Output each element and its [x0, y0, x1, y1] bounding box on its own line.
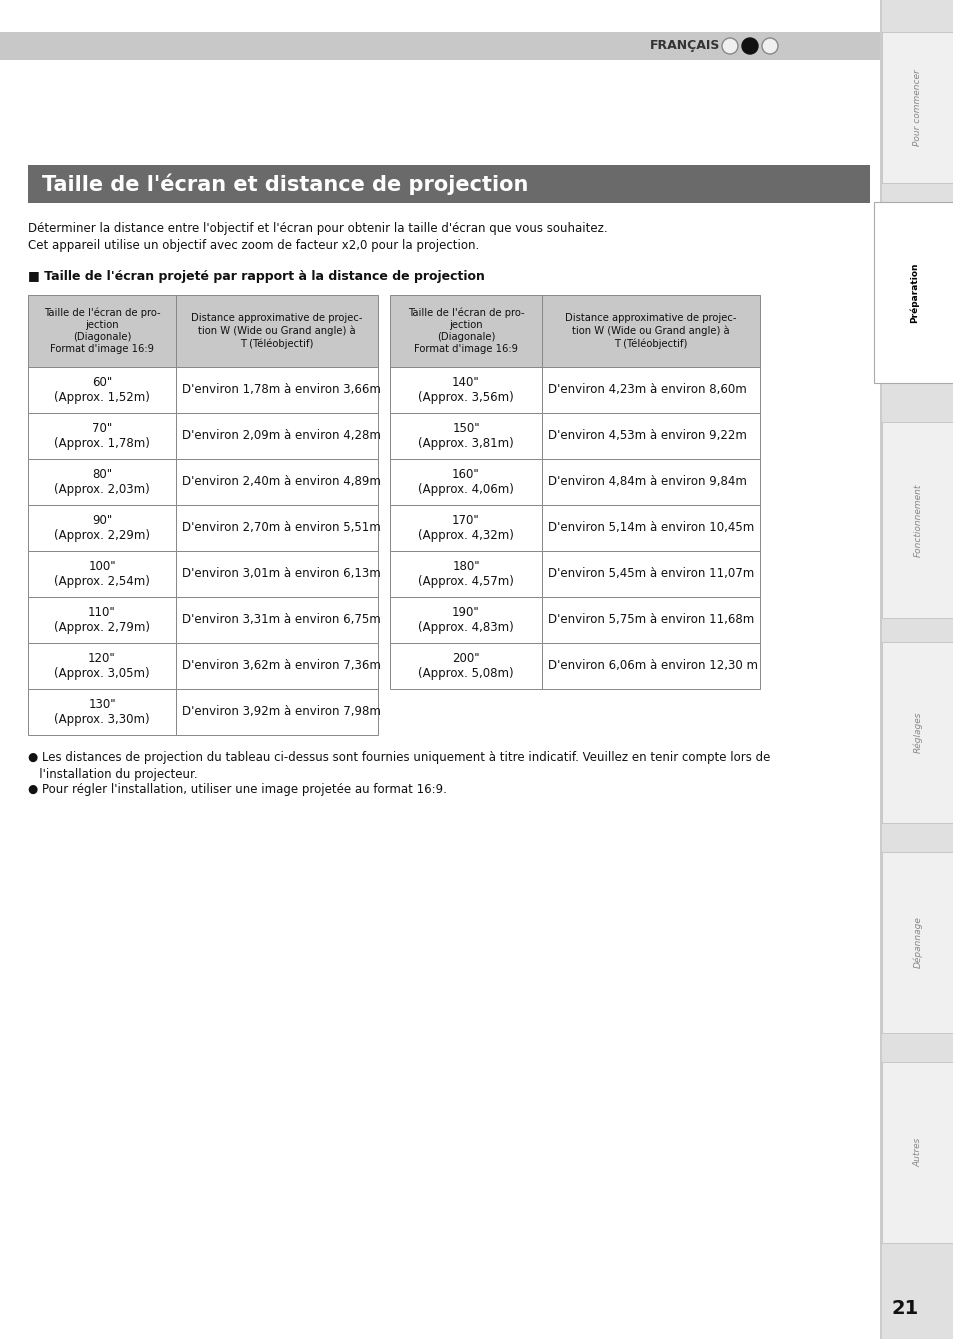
Bar	[879, 0, 882, 1339]
Text: Taille de l'écran de pro-
jection
(Diagonale)
Format d'image 16:9: Taille de l'écran de pro- jection (Diago…	[407, 308, 524, 355]
Bar	[28, 295, 175, 367]
Bar	[541, 505, 760, 552]
Bar	[28, 552, 175, 597]
Bar	[28, 597, 175, 643]
Text: D'environ 2,40m à environ 4,89m: D'environ 2,40m à environ 4,89m	[182, 475, 380, 489]
Bar	[175, 552, 377, 597]
Text: D'environ 2,09m à environ 4,28m: D'environ 2,09m à environ 4,28m	[182, 430, 380, 442]
Bar	[175, 505, 377, 552]
Text: D'environ 5,45m à environ 11,07m: D'environ 5,45m à environ 11,07m	[547, 568, 754, 581]
Bar	[28, 165, 869, 204]
Text: 170"
(Approx. 4,32m): 170" (Approx. 4,32m)	[417, 514, 514, 542]
Text: ■ Taille de l'écran projeté par rapport à la distance de projection: ■ Taille de l'écran projeté par rapport …	[28, 270, 484, 283]
Text: D'environ 2,70m à environ 5,51m: D'environ 2,70m à environ 5,51m	[182, 521, 380, 534]
Text: 160"
(Approx. 4,06m): 160" (Approx. 4,06m)	[417, 467, 514, 497]
Text: FRANÇAIS: FRANÇAIS	[649, 39, 720, 52]
Bar	[873, 202, 953, 383]
Bar	[541, 643, 760, 690]
Text: Distance approximative de projec-
tion W (Wide ou Grand angle) à
T (Téléobjectif: Distance approximative de projec- tion W…	[565, 313, 736, 348]
Text: D'environ 3,01m à environ 6,13m: D'environ 3,01m à environ 6,13m	[182, 568, 380, 581]
Text: 100"
(Approx. 2,54m): 100" (Approx. 2,54m)	[54, 560, 150, 588]
Text: Déterminer la distance entre l'objectif et l'écran pour obtenir la taille d'écra: Déterminer la distance entre l'objectif …	[28, 222, 607, 236]
Text: D'environ 4,84m à environ 9,84m: D'environ 4,84m à environ 9,84m	[547, 475, 746, 489]
Text: 90"
(Approx. 2,29m): 90" (Approx. 2,29m)	[54, 514, 150, 542]
Bar	[0, 32, 879, 60]
Bar	[28, 643, 175, 690]
Text: Distance approximative de projec-
tion W (Wide ou Grand angle) à
T (Téléobjectif: Distance approximative de projec- tion W…	[191, 313, 362, 348]
Bar	[175, 643, 377, 690]
Bar	[175, 412, 377, 459]
Bar	[879, 0, 953, 1339]
Circle shape	[761, 37, 778, 54]
Bar	[175, 295, 377, 367]
Text: Pour commencer: Pour commencer	[913, 70, 922, 146]
Text: D'environ 3,62m à environ 7,36m: D'environ 3,62m à environ 7,36m	[182, 660, 380, 672]
Bar	[28, 690, 175, 735]
Text: Taille de l'écran de pro-
jection
(Diagonale)
Format d'image 16:9: Taille de l'écran de pro- jection (Diago…	[44, 308, 160, 355]
Bar	[882, 422, 953, 619]
Text: 80"
(Approx. 2,03m): 80" (Approx. 2,03m)	[54, 467, 150, 497]
Text: ● Pour régler l'installation, utiliser une image projetée au format 16:9.: ● Pour régler l'installation, utiliser u…	[28, 783, 446, 795]
Bar	[882, 852, 953, 1032]
Bar	[28, 367, 175, 412]
Bar	[28, 412, 175, 459]
Text: 130"
(Approx. 3,30m): 130" (Approx. 3,30m)	[54, 698, 150, 726]
Text: D'environ 3,31m à environ 6,75m: D'environ 3,31m à environ 6,75m	[182, 613, 380, 627]
Bar	[541, 295, 760, 367]
Bar	[390, 552, 541, 597]
Bar	[390, 643, 541, 690]
Text: D'environ 6,06m à environ 12,30 m: D'environ 6,06m à environ 12,30 m	[547, 660, 758, 672]
Bar	[882, 32, 953, 183]
Text: 140"
(Approx. 3,56m): 140" (Approx. 3,56m)	[417, 376, 514, 404]
Text: 70"
(Approx. 1,78m): 70" (Approx. 1,78m)	[54, 422, 150, 450]
Text: Fonctionnement: Fonctionnement	[913, 483, 922, 557]
Text: D'environ 3,92m à environ 7,98m: D'environ 3,92m à environ 7,98m	[182, 706, 380, 719]
Bar	[175, 690, 377, 735]
Bar	[390, 597, 541, 643]
Text: 21: 21	[890, 1299, 918, 1318]
Bar	[882, 1062, 953, 1243]
Text: 180"
(Approx. 4,57m): 180" (Approx. 4,57m)	[417, 560, 514, 588]
Bar	[390, 459, 541, 505]
Text: Préparation: Préparation	[908, 262, 918, 323]
Bar	[882, 641, 953, 823]
Circle shape	[721, 37, 738, 54]
Text: 200"
(Approx. 5,08m): 200" (Approx. 5,08m)	[417, 652, 514, 680]
Bar	[541, 459, 760, 505]
Text: Cet appareil utilise un objectif avec zoom de facteur x2,0 pour la projection.: Cet appareil utilise un objectif avec zo…	[28, 238, 478, 252]
Text: Réglages: Réglages	[912, 712, 922, 754]
Bar	[541, 412, 760, 459]
Bar	[175, 367, 377, 412]
Bar	[28, 459, 175, 505]
Text: 150"
(Approx. 3,81m): 150" (Approx. 3,81m)	[417, 422, 514, 450]
Bar	[28, 505, 175, 552]
Text: D'environ 4,53m à environ 9,22m: D'environ 4,53m à environ 9,22m	[547, 430, 746, 442]
Bar	[541, 597, 760, 643]
Text: D'environ 5,14m à environ 10,45m: D'environ 5,14m à environ 10,45m	[547, 521, 754, 534]
Bar	[390, 367, 541, 412]
Bar	[390, 412, 541, 459]
Text: Taille de l'écran et distance de projection: Taille de l'écran et distance de project…	[42, 173, 528, 194]
Bar	[541, 552, 760, 597]
Circle shape	[741, 37, 758, 54]
Bar	[175, 459, 377, 505]
Text: Dépannage: Dépannage	[912, 917, 922, 968]
Text: 190"
(Approx. 4,83m): 190" (Approx. 4,83m)	[417, 605, 514, 635]
Bar	[390, 505, 541, 552]
Bar	[390, 295, 541, 367]
Text: 110"
(Approx. 2,79m): 110" (Approx. 2,79m)	[54, 605, 150, 635]
Text: Autres: Autres	[913, 1138, 922, 1168]
Text: D'environ 1,78m à environ 3,66m: D'environ 1,78m à environ 3,66m	[182, 383, 380, 396]
Text: D'environ 5,75m à environ 11,68m: D'environ 5,75m à environ 11,68m	[547, 613, 754, 627]
Text: D'environ 4,23m à environ 8,60m: D'environ 4,23m à environ 8,60m	[547, 383, 746, 396]
Text: ● Les distances de projection du tableau ci-dessus sont fournies uniquement à ti: ● Les distances de projection du tableau…	[28, 751, 770, 781]
Text: 120"
(Approx. 3,05m): 120" (Approx. 3,05m)	[54, 652, 150, 680]
Text: 60"
(Approx. 1,52m): 60" (Approx. 1,52m)	[54, 376, 150, 404]
Bar	[175, 597, 377, 643]
Bar	[541, 367, 760, 412]
